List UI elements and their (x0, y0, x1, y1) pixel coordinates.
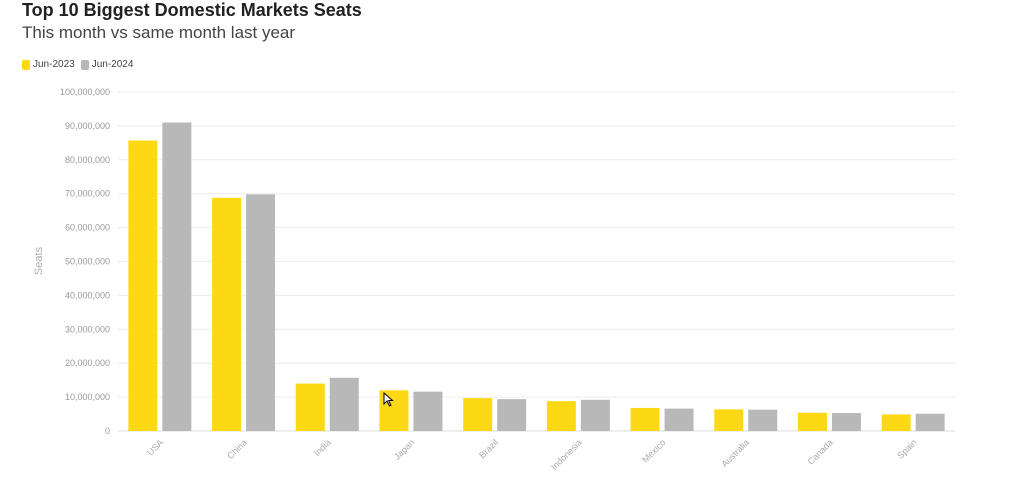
chart-title: Top 10 Biggest Domestic Markets Seats (22, 0, 362, 20)
chart-subtitle: This month vs same month last year (22, 23, 296, 42)
x-tick-label: Indonesia (549, 437, 584, 472)
legend-item-jun-2023[interactable]: Jun-2023 (22, 59, 75, 70)
x-tick-label: China (225, 437, 249, 461)
y-tick-label: 40,000,000 (65, 290, 110, 300)
bar-brazil-jun-2024[interactable] (497, 399, 527, 431)
bar-japan-jun-2024[interactable] (413, 391, 443, 431)
y-tick-label: 50,000,000 (65, 257, 110, 267)
bar-australia-jun-2023[interactable] (714, 409, 744, 431)
x-tick-label: USA (145, 437, 165, 457)
y-tick-label: 100,000,000 (60, 87, 110, 97)
bar-brazil-jun-2023[interactable] (463, 398, 493, 431)
x-tick-label: Japan (392, 437, 416, 461)
bar-mexico-jun-2024[interactable] (664, 408, 694, 431)
bar-australia-jun-2024[interactable] (748, 409, 778, 431)
y-tick-label: 60,000,000 (65, 223, 110, 233)
y-tick-label: 20,000,000 (65, 358, 110, 368)
legend-swatch-jun-2024 (80, 59, 89, 70)
y-tick-label: 70,000,000 (65, 189, 110, 199)
bar-indonesia-jun-2024[interactable] (580, 399, 610, 431)
bar-spain-jun-2023[interactable] (881, 414, 911, 431)
y-tick-label: 80,000,000 (65, 155, 110, 165)
y-tick-label: 0 (105, 426, 110, 436)
legend-item-jun-2024[interactable]: Jun-2024 (80, 59, 134, 70)
x-tick-label: Brazil (477, 437, 500, 460)
bar-china-jun-2023[interactable] (212, 197, 242, 431)
bar-indonesia-jun-2023[interactable] (546, 401, 576, 431)
gridlines (118, 91, 955, 432)
x-tick-label: Spain (895, 437, 918, 460)
y-axis-ticks: 0 10,000,000 20,000,000 30,000,000 40,000,00… (60, 87, 110, 436)
bar-canada-jun-2023[interactable] (797, 412, 827, 431)
bar-china-jun-2024[interactable] (246, 194, 276, 431)
bar-mexico-jun-2023[interactable] (630, 407, 660, 431)
x-tick-label: India (312, 437, 333, 458)
legend-swatch-jun-2023 (22, 59, 30, 70)
y-tick-label: 30,000,000 (65, 324, 110, 334)
x-tick-label: Canada (805, 437, 834, 466)
legend-label-jun-2024: Jun-2024 (91, 59, 134, 70)
bar-spain-jun-2024[interactable] (915, 413, 945, 431)
bar-india-jun-2023[interactable] (295, 383, 325, 431)
bar-canada-jun-2024[interactable] (831, 413, 861, 431)
chart-legend: Jun-2023 Jun-2024 (22, 59, 139, 70)
x-axis-labels: USA China India Japan Brazil Indonesia Mexico A… (145, 437, 918, 472)
x-tick-label: Mexico (640, 437, 667, 464)
y-tick-label: 10,000,000 (65, 392, 110, 402)
mouse-pointer-icon (383, 392, 394, 407)
bar-usa-jun-2024[interactable] (162, 122, 192, 431)
x-tick-label: Australia (719, 437, 751, 469)
legend-label-jun-2023: Jun-2023 (33, 59, 75, 70)
y-tick-label: 90,000,000 (65, 121, 110, 131)
bars (128, 122, 945, 432)
bar-india-jun-2024[interactable] (329, 377, 359, 431)
y-axis-title: Seats (33, 246, 45, 275)
bar-usa-jun-2023[interactable] (128, 140, 158, 432)
